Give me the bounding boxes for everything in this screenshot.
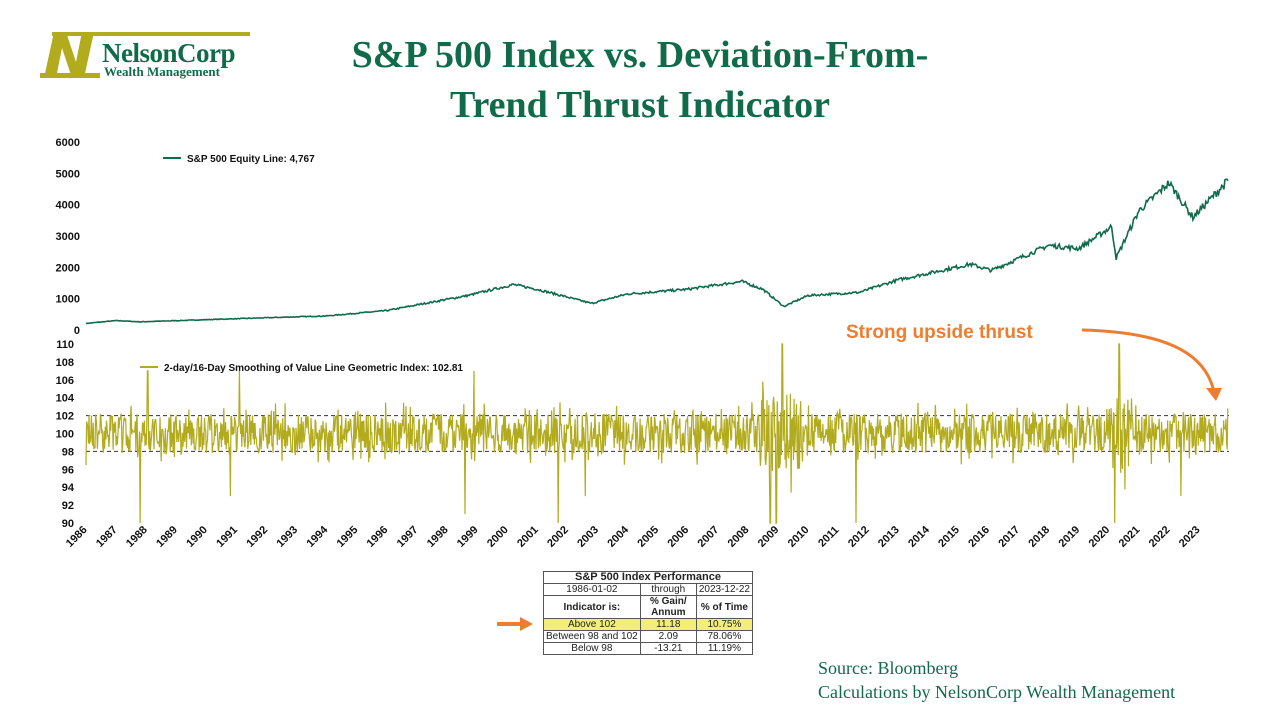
- row-label: Below 98: [543, 642, 641, 655]
- bottom-y-tick: 94: [62, 482, 75, 494]
- x-tick-label: 1988: [124, 524, 150, 550]
- bottom-y-tick: 92: [62, 500, 74, 512]
- bottom-y-tick: 106: [56, 375, 74, 387]
- x-tick-label: 2001: [515, 524, 541, 550]
- top-y-tick: 2000: [56, 262, 80, 274]
- row-time: 11.19%: [695, 642, 754, 655]
- table-end-date: 2023-12-22: [695, 583, 754, 596]
- title-line-1: S&P 500 Index vs. Deviation-From-: [351, 34, 929, 76]
- top-y-tick: 4000: [56, 200, 80, 212]
- row-label: Above 102: [543, 618, 641, 631]
- performance-table: S&P 500 Index Performance 1986-01-02 thr…: [543, 571, 754, 655]
- x-tick-label: 2021: [1117, 524, 1143, 550]
- annotation-arrowhead: [1206, 388, 1222, 401]
- top-y-tick: 6000: [56, 137, 80, 149]
- row-gain: 2.09: [639, 630, 697, 643]
- row-time: 78.06%: [695, 630, 754, 643]
- x-tick-label: 1995: [335, 524, 361, 550]
- x-tick-label: 2019: [1057, 524, 1083, 550]
- source-line-2: Calculations by NelsonCorp Wealth Manage…: [818, 682, 1176, 702]
- indicator-line: [85, 343, 1229, 524]
- source-note: Source: Bloomberg Calculations by Nelson…: [818, 656, 1175, 704]
- table-title: S&P 500 Index Performance: [543, 571, 753, 584]
- x-tick-label: 1990: [184, 524, 210, 550]
- brand-name: NelsonCorp: [102, 38, 236, 68]
- table-row: Below 98 -13.21 11.19%: [543, 642, 754, 655]
- bottom-y-tick: 96: [62, 464, 74, 476]
- x-tick-label: 2004: [605, 523, 631, 549]
- bottom-y-tick: 102: [56, 411, 74, 423]
- col-gain-header: % Gain/ Annum: [639, 595, 697, 619]
- row-gain: 11.18: [639, 618, 697, 631]
- x-tick-label: 2013: [876, 524, 902, 550]
- bottom-y-tick: 100: [56, 429, 74, 441]
- table-row: Above 102 11.18 10.75%: [543, 618, 754, 631]
- table-arrowhead: [520, 617, 533, 631]
- indicator-legend-label: 2-day/16-Day Smoothing of Value Line Geo…: [164, 363, 463, 374]
- bottom-y-tick: 110: [56, 339, 74, 351]
- x-tick-label: 2009: [756, 524, 782, 550]
- x-tick-label: 1999: [455, 524, 481, 550]
- x-tick-label: 2005: [635, 524, 661, 550]
- bottom-y-tick: 108: [56, 357, 74, 369]
- x-tick-label: 2003: [575, 524, 601, 550]
- x-tick-label: 2006: [665, 524, 691, 550]
- row-gain: -13.21: [639, 642, 697, 655]
- x-tick-label: 2012: [846, 524, 872, 550]
- bottom-y-tick: 104: [56, 393, 75, 405]
- top-y-tick: 3000: [56, 231, 80, 243]
- x-tick-label: 1994: [305, 523, 331, 549]
- x-tick-label: 2017: [996, 524, 1022, 550]
- brand-subtitle: Wealth Management: [104, 64, 220, 79]
- annotation-text: Strong upside thrust: [846, 322, 1034, 343]
- row-time: 10.75%: [695, 618, 754, 631]
- x-tick-label: 2015: [936, 524, 962, 550]
- x-tick-label: 2014: [906, 523, 932, 549]
- annotation-arrow: [1081, 328, 1216, 393]
- x-tick-label: 1998: [425, 524, 451, 550]
- x-tick-label: 1989: [154, 524, 180, 550]
- title-line-2: Trend Thrust Indicator: [449, 84, 831, 126]
- bottom-y-tick: 98: [62, 446, 74, 458]
- x-tick-label: 2022: [1147, 524, 1173, 550]
- top-y-tick: 1000: [56, 294, 80, 306]
- x-tick-label: 2023: [1177, 524, 1203, 550]
- col-indicator-header: Indicator is:: [543, 595, 641, 619]
- sp500-line: [85, 178, 1229, 325]
- row-label: Between 98 and 102: [543, 630, 641, 643]
- page-title: S&P 500 Index vs. Deviation-From- Trend …: [290, 30, 990, 130]
- x-tick-label: 1993: [274, 524, 300, 550]
- x-tick-label: 2000: [485, 524, 511, 550]
- x-tick-label: 2008: [726, 524, 752, 550]
- x-tick-label: 2011: [816, 524, 841, 549]
- x-tick-label: 1991: [214, 524, 240, 550]
- x-tick-label: 2018: [1026, 524, 1052, 550]
- x-tick-label: 1997: [395, 524, 421, 550]
- x-tick-label: 2020: [1087, 524, 1113, 550]
- x-tick-label: 2007: [696, 524, 722, 550]
- x-tick-label: 2010: [786, 524, 812, 550]
- nelsoncorp-logo: [40, 32, 250, 78]
- source-line-1: Source: Bloomberg: [818, 658, 959, 678]
- sp500-legend-label: S&P 500 Equity Line: 4,767: [187, 154, 315, 165]
- top-y-tick: 5000: [56, 168, 80, 180]
- table-through: through: [639, 583, 697, 596]
- x-tick-label: 1996: [365, 524, 391, 550]
- x-tick-label: 2016: [966, 524, 992, 550]
- x-tick-label: 1992: [244, 524, 270, 550]
- table-start-date: 1986-01-02: [543, 583, 641, 596]
- col-time-header: % of Time: [695, 595, 754, 619]
- x-tick-label: 1987: [94, 524, 120, 550]
- x-tick-label: 2002: [545, 524, 571, 550]
- top-y-tick: 0: [74, 325, 80, 337]
- bottom-y-tick: 90: [62, 518, 74, 530]
- table-row: Between 98 and 102 2.09 78.06%: [543, 630, 754, 643]
